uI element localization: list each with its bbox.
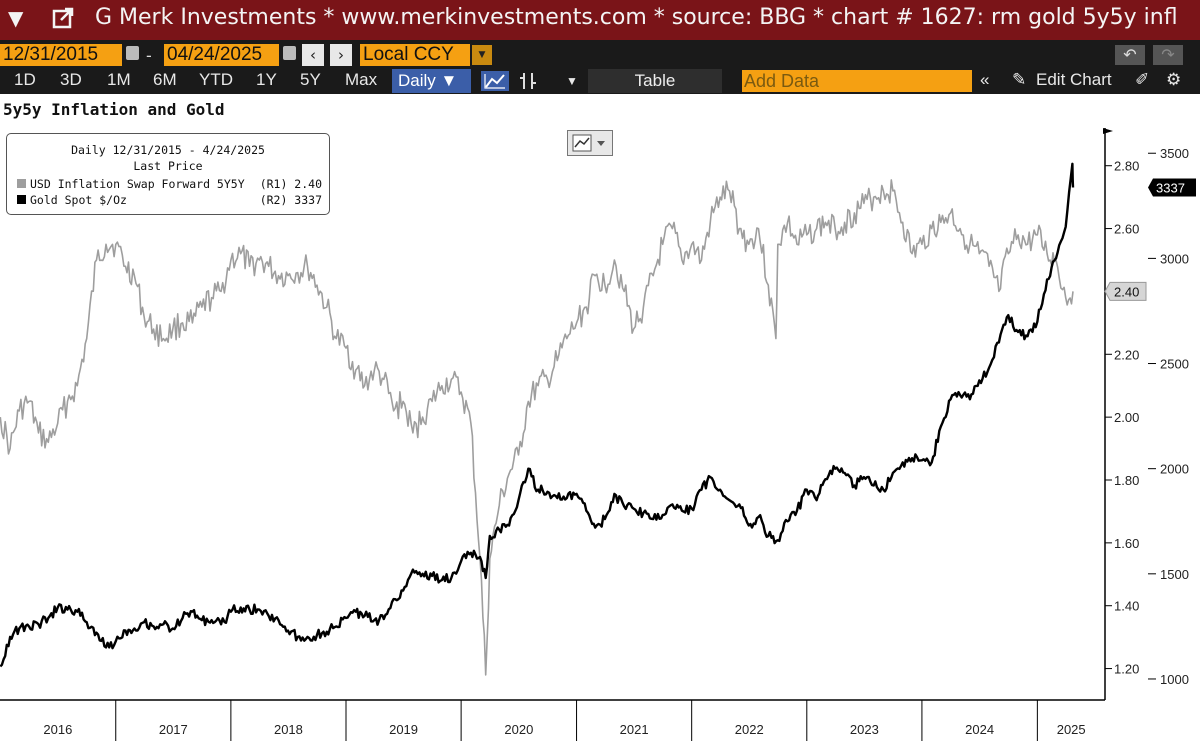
range-3d[interactable]: 3D — [60, 70, 82, 89]
legend-value: (R2) 3337 — [259, 193, 322, 207]
axis-arrow-icon — [1103, 128, 1113, 134]
chart-title: 5y5y Inflation and Gold — [3, 100, 225, 119]
range-5y[interactable]: 5Y — [300, 70, 321, 89]
table-button[interactable]: Table — [588, 69, 722, 93]
double-chevron-left-icon[interactable]: « — [980, 70, 990, 89]
legend-value: (R1) 2.40 — [259, 177, 322, 191]
r1-tick-label: 1.40 — [1114, 599, 1139, 614]
r1-tick-label: 1.60 — [1114, 536, 1139, 551]
x-tick-label: 2017 — [159, 722, 188, 737]
range-1d[interactable]: 1D — [14, 70, 36, 89]
chart-legend: Daily 12/31/2015 - 4/24/2025 Last Price … — [6, 133, 330, 215]
currency-dropdown-icon[interactable]: ▼ — [472, 45, 492, 65]
chart-type-dropdown-icon[interactable]: ▼ — [566, 74, 578, 88]
r2-tick-label: 1000 — [1160, 672, 1189, 687]
date-separator: - — [146, 46, 152, 65]
legend-date-range: Daily 12/31/2015 - 4/24/2025 — [71, 143, 265, 157]
chevron-left-icon[interactable]: ‹ — [302, 44, 324, 66]
x-tick-label: 2021 — [620, 722, 649, 737]
end-calendar-icon[interactable] — [283, 46, 296, 60]
range-toolbar: 1D 3D 1M 6M YTD 1Y 5Y Max Daily ▼ ▼ Tabl… — [0, 68, 1200, 94]
undo-icon[interactable]: ↶ — [1115, 45, 1145, 65]
legend-entry-inflation: USD Inflation Swap Forward 5Y5Y (R1) 2.4… — [17, 177, 322, 191]
x-tick-label: 2019 — [389, 722, 418, 737]
date-toolbar: 12/31/2015 - 04/24/2025 ‹ › Local CCY ▼ … — [0, 40, 1200, 68]
window-title: G Merk Investments * www.merkinvestments… — [95, 5, 1178, 30]
start-calendar-icon[interactable] — [126, 46, 139, 60]
x-tick-label: 2022 — [735, 722, 764, 737]
chart-style-button[interactable] — [567, 130, 613, 156]
r1-last-value-label: 2.40 — [1114, 284, 1139, 299]
currency-select[interactable]: Local CCY — [360, 44, 470, 66]
legend-subheader: Last Price — [133, 159, 203, 173]
r2-tick-label: 2000 — [1160, 462, 1189, 477]
range-1m[interactable]: 1M — [107, 70, 131, 89]
r2-last-value-tag — [1148, 178, 1196, 197]
r2-tick-label: 3000 — [1160, 251, 1189, 266]
x-tick-label: 2025 — [1057, 722, 1086, 737]
r1-last-value-tag — [1104, 281, 1147, 301]
x-tick-label: 2020 — [504, 722, 533, 737]
legend-entry-gold: Gold Spot $/Oz (R2) 3337 — [17, 193, 322, 207]
x-tick-label: 2018 — [274, 722, 303, 737]
annotate-icon[interactable]: ✐ — [1135, 70, 1150, 89]
edit-chart-button[interactable]: Edit Chart — [1036, 70, 1112, 89]
r1-tick-label: 1.20 — [1114, 662, 1139, 677]
menu-dropdown-icon[interactable]: ▼ — [8, 6, 24, 30]
r2-tick-label: 2500 — [1160, 357, 1189, 372]
add-data-input[interactable]: Add Data — [742, 70, 972, 92]
redo-icon[interactable]: ↷ — [1153, 45, 1183, 65]
chevron-right-icon[interactable]: › — [330, 44, 352, 66]
r1-tick-label: 2.80 — [1114, 159, 1139, 174]
frequency-select[interactable]: Daily ▼ — [392, 69, 471, 93]
range-1y[interactable]: 1Y — [256, 70, 277, 89]
range-max[interactable]: Max — [345, 70, 378, 89]
series-line — [0, 162, 1075, 668]
r2-tick-label: 1500 — [1160, 567, 1189, 582]
r2-tick-label: 3500 — [1160, 146, 1189, 161]
range-ytd[interactable]: YTD — [199, 70, 233, 89]
r2-last-value-label: 3337 — [1156, 181, 1185, 196]
r1-tick-label: 1.80 — [1114, 473, 1139, 488]
legend-swatch — [17, 179, 26, 188]
r1-tick-label: 2.00 — [1114, 410, 1139, 425]
range-6m[interactable]: 6M — [153, 70, 177, 89]
frequency-dropdown-icon: ▼ — [440, 71, 458, 90]
r1-tick-label: 2.60 — [1114, 222, 1139, 237]
x-tick-label: 2023 — [850, 722, 879, 737]
pop-out-icon[interactable] — [52, 7, 74, 29]
pencil-icon[interactable]: ✎ — [1012, 70, 1027, 89]
legend-name: USD Inflation Swap Forward 5Y5Y — [30, 177, 245, 191]
candlestick-icon[interactable] — [514, 71, 542, 91]
start-date-field[interactable]: 12/31/2015 — [0, 44, 122, 66]
x-tick-label: 2016 — [43, 722, 72, 737]
frequency-label: Daily — [398, 71, 436, 90]
series-line — [0, 179, 1074, 676]
x-tick-label: 2024 — [965, 722, 994, 737]
legend-name: Gold Spot $/Oz — [30, 193, 127, 207]
gear-icon[interactable]: ⚙ — [1166, 70, 1182, 89]
r1-tick-label: 2.20 — [1114, 347, 1139, 362]
line-chart-icon — [572, 134, 605, 152]
title-bar: ▼ G Merk Investments * www.merkinvestmen… — [0, 0, 1200, 40]
legend-swatch — [17, 195, 26, 204]
end-date-field[interactable]: 04/24/2025 — [164, 44, 279, 66]
line-chart-icon[interactable] — [481, 71, 509, 91]
